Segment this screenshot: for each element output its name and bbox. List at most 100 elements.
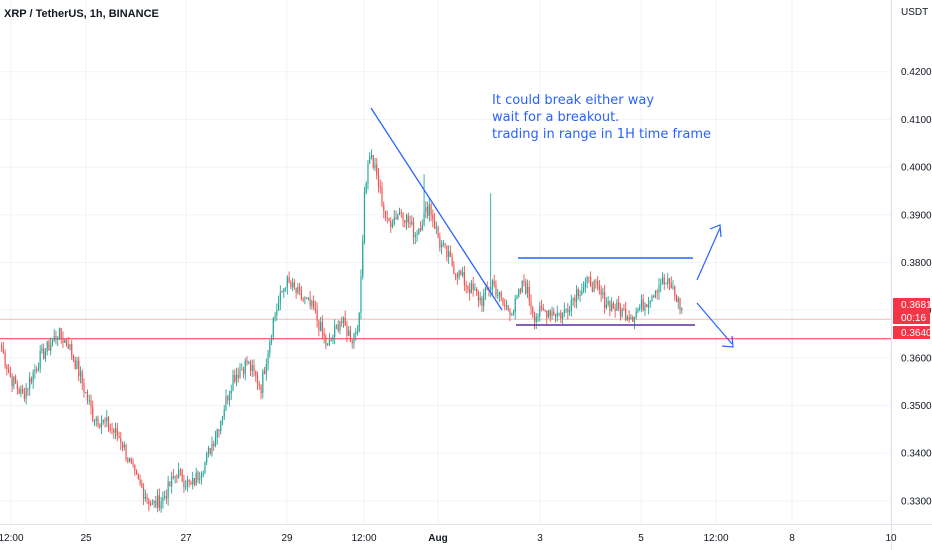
candle-body bbox=[353, 333, 355, 344]
candle-body bbox=[155, 500, 157, 507]
candle-body bbox=[346, 325, 348, 336]
candle-body bbox=[37, 368, 40, 371]
candle-body bbox=[441, 244, 443, 248]
candle-body bbox=[204, 462, 206, 474]
candle-body bbox=[79, 371, 82, 377]
candles bbox=[1, 149, 683, 513]
breakout-down-arrow[interactable] bbox=[696, 302, 733, 345]
candle-body bbox=[672, 286, 674, 289]
candle-body bbox=[439, 237, 441, 248]
candle-body bbox=[467, 286, 469, 290]
candle-body bbox=[300, 289, 302, 299]
candle-body bbox=[530, 300, 532, 308]
candle-body bbox=[677, 297, 679, 303]
candle-body bbox=[8, 369, 10, 373]
candle-body bbox=[504, 304, 506, 306]
time-axis[interactable]: 12:00 25 27 29 12:00 Aug 3 5 12:00 8 10 bbox=[0, 533, 897, 544]
candle-body bbox=[64, 339, 66, 343]
candle-body bbox=[604, 291, 606, 308]
candle-body bbox=[179, 469, 182, 471]
candle-body bbox=[505, 305, 508, 307]
candle-body bbox=[248, 361, 250, 364]
candle-body bbox=[339, 321, 341, 331]
candle-body bbox=[535, 316, 537, 322]
candle-body bbox=[575, 289, 578, 302]
candle-body bbox=[544, 310, 546, 312]
candle-body bbox=[141, 483, 143, 488]
time-tick-label: Aug bbox=[428, 533, 447, 544]
candle-body bbox=[22, 388, 24, 394]
candle-body bbox=[393, 217, 395, 225]
time-tick-label: 12:00 bbox=[0, 533, 24, 544]
candle-body bbox=[18, 389, 20, 394]
candle-body bbox=[449, 251, 451, 257]
candle-body bbox=[218, 429, 220, 432]
candle-body bbox=[446, 245, 448, 258]
candle-body bbox=[53, 336, 55, 341]
candle-body bbox=[232, 375, 234, 391]
candle-body bbox=[630, 316, 632, 320]
candle-body bbox=[542, 307, 544, 311]
candle-body bbox=[109, 429, 111, 430]
horizontal-lines bbox=[0, 318, 891, 340]
candle-body bbox=[437, 227, 439, 238]
candle-body bbox=[511, 314, 513, 316]
candle-body bbox=[435, 227, 437, 229]
candle-body bbox=[234, 375, 236, 382]
candle-body bbox=[425, 207, 427, 213]
candle-body bbox=[137, 474, 139, 480]
candle-body bbox=[288, 277, 290, 283]
candle-body bbox=[658, 285, 660, 293]
candle-body bbox=[498, 292, 501, 296]
candle-body bbox=[547, 310, 550, 318]
price-axis[interactable]: 0.42000.41000.40000.39000.38000.37000.36… bbox=[901, 67, 932, 507]
candle-body bbox=[263, 371, 266, 374]
candle-body bbox=[556, 312, 558, 317]
candle-body bbox=[183, 481, 185, 487]
candle-body bbox=[304, 298, 306, 300]
candle-body bbox=[514, 298, 516, 313]
candle-body bbox=[633, 316, 636, 322]
candle-body bbox=[363, 192, 366, 241]
candle-body bbox=[86, 392, 89, 401]
candle-body bbox=[490, 287, 492, 291]
candle-body bbox=[167, 481, 169, 499]
candle-body bbox=[102, 419, 104, 423]
candle-body bbox=[171, 476, 173, 487]
candle-body bbox=[391, 224, 394, 228]
candle-body bbox=[20, 388, 22, 394]
candle-body bbox=[99, 424, 101, 427]
candle-body bbox=[334, 326, 336, 337]
candle-body bbox=[202, 473, 204, 476]
price-tag-label: 00:16 bbox=[901, 313, 926, 324]
candle-body bbox=[327, 344, 329, 346]
candle-body bbox=[50, 344, 52, 351]
candle-body bbox=[674, 286, 676, 295]
candle-body bbox=[349, 330, 352, 342]
candle-body bbox=[92, 407, 94, 421]
candle-body bbox=[651, 296, 653, 302]
candle-body bbox=[320, 322, 322, 331]
candle-body bbox=[111, 429, 113, 431]
candle-body bbox=[299, 286, 301, 290]
trendline[interactable] bbox=[370, 107, 503, 311]
candle-body bbox=[71, 344, 73, 356]
candle-body bbox=[453, 265, 455, 274]
breakout-up-arrow[interactable] bbox=[696, 227, 721, 281]
candle-body bbox=[58, 328, 61, 340]
candle-body bbox=[495, 284, 497, 296]
candle-body bbox=[374, 164, 376, 168]
price-tick-label: 0.3900 bbox=[901, 210, 932, 221]
candle-body bbox=[663, 277, 665, 284]
candle-body bbox=[120, 438, 122, 443]
candle-body bbox=[383, 205, 385, 211]
price-tick-label: 0.4000 bbox=[901, 163, 932, 174]
candle-body bbox=[465, 284, 467, 287]
candle-body bbox=[335, 324, 338, 327]
candle-body bbox=[186, 479, 189, 487]
candle-body bbox=[609, 301, 611, 311]
candle-body bbox=[491, 280, 494, 288]
candle-body bbox=[551, 311, 553, 316]
candle-body bbox=[192, 477, 194, 485]
